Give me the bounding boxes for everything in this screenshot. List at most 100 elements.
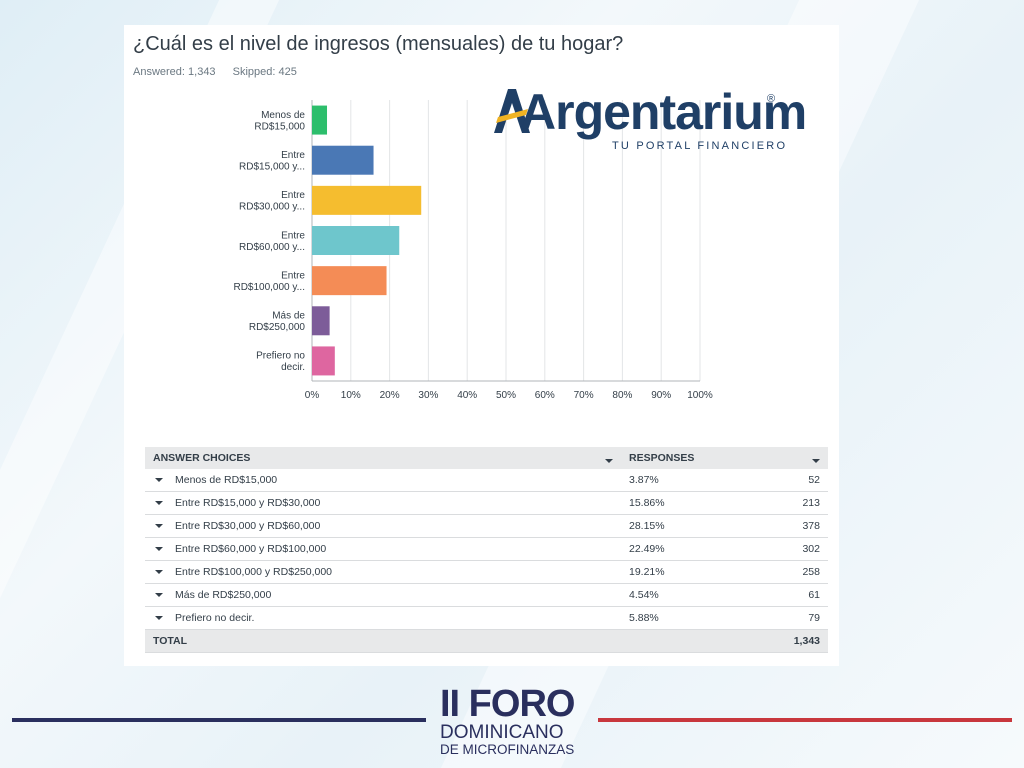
header-responses[interactable]: RESPONSES [621, 447, 828, 469]
total-row: TOTAL 1,343 [145, 629, 828, 653]
y-category-label: Entre [281, 230, 305, 241]
answer-choice: Entre RD$30,000 y RD$60,000 [145, 514, 621, 538]
brand-mark-icon [494, 89, 530, 133]
response-count: 213 [734, 491, 828, 515]
response-percent: 19.21% [621, 560, 735, 584]
y-category-label: Entre [281, 150, 305, 161]
expand-caret-icon[interactable] [155, 478, 163, 483]
table-row: Entre RD$100,000 y RD$250,000 19.21% 258 [145, 560, 828, 584]
total-count: 1,343 [734, 629, 828, 653]
expand-caret-icon[interactable] [155, 547, 163, 552]
y-category-label: RD$100,000 y... [233, 282, 305, 293]
response-count: 52 [734, 469, 828, 492]
table-header-row: ANSWER CHOICES RESPONSES [145, 447, 828, 469]
sort-caret-icon[interactable] [812, 459, 820, 463]
argentarium-logo: Argentarium ® TU PORTAL FINANCIERO [492, 83, 807, 158]
response-percent: 28.15% [621, 514, 735, 538]
table-row: Menos de RD$15,000 3.87% 52 [145, 469, 828, 492]
total-label: TOTAL [145, 629, 621, 653]
header-answer-choices[interactable]: ANSWER CHOICES [145, 447, 621, 469]
x-tick-label: 20% [380, 390, 400, 401]
y-category-label: Prefiero no [256, 351, 305, 362]
expand-caret-icon[interactable] [155, 501, 163, 506]
footer-line-left [12, 718, 426, 722]
foro-logo: II FORO DOMINICANO DE MICROFINANZAS [430, 684, 595, 764]
brand-tagline: TU PORTAL FINANCIERO [612, 140, 788, 152]
answer-choice: Prefiero no decir. [145, 606, 621, 630]
expand-caret-icon[interactable] [155, 616, 163, 621]
y-category-label: RD$15,000 [254, 121, 305, 132]
bar [312, 226, 400, 255]
bar [312, 185, 422, 215]
sort-caret-icon[interactable] [605, 459, 613, 463]
response-percent: 22.49% [621, 537, 735, 561]
y-category-label: RD$30,000 y... [239, 202, 305, 213]
response-count: 302 [734, 537, 828, 561]
y-category-label: Más de [272, 311, 305, 322]
response-count: 79 [734, 606, 828, 630]
y-category-label: Entre [281, 270, 305, 281]
header-label: ANSWER CHOICES [153, 452, 251, 464]
bar [312, 306, 330, 336]
responses-table: ANSWER CHOICES RESPONSES Menos de RD$15,… [145, 447, 828, 653]
x-tick-label: 90% [651, 390, 671, 401]
x-tick-label: 10% [341, 390, 361, 401]
brand-name: Argentarium [520, 84, 807, 140]
bar [312, 346, 335, 376]
answer-choice-label: Entre RD$60,000 y RD$100,000 [175, 543, 327, 555]
answer-choice-label: Prefiero no decir. [175, 612, 255, 624]
bar [312, 105, 328, 135]
answer-choice-label: Entre RD$100,000 y RD$250,000 [175, 566, 333, 578]
foro-subtitle-line1: DOMINICANO [440, 722, 564, 743]
y-category-label: RD$60,000 y... [239, 242, 305, 253]
response-percent: 3.87% [621, 469, 735, 492]
x-tick-label: 60% [535, 390, 555, 401]
bar [312, 145, 374, 175]
x-tick-label: 40% [457, 390, 477, 401]
answer-choice: Entre RD$15,000 y RD$30,000 [145, 491, 621, 515]
response-percent: 4.54% [621, 583, 735, 607]
y-category-label: decir. [281, 362, 305, 373]
answer-choice: Entre RD$60,000 y RD$100,000 [145, 537, 621, 561]
brand-registered-mark: ® [767, 93, 776, 105]
response-percent: 5.88% [621, 606, 735, 630]
table-row: Prefiero no decir. 5.88% 79 [145, 606, 828, 630]
x-tick-label: 100% [687, 390, 713, 401]
x-tick-label: 70% [574, 390, 594, 401]
response-count: 61 [734, 583, 828, 607]
x-tick-label: 0% [305, 390, 320, 401]
header-label: RESPONSES [629, 452, 695, 464]
x-tick-label: 30% [418, 390, 438, 401]
response-count: 258 [734, 560, 828, 584]
answer-choice: Entre RD$100,000 y RD$250,000 [145, 560, 621, 584]
expand-caret-icon[interactable] [155, 570, 163, 575]
answer-choice-label: Más de RD$250,000 [175, 589, 272, 601]
bar-chart: 0% 10% 20% 30% 40% 50% 60% 70% 80% 90% 100% Menos d… [233, 100, 713, 401]
bar [312, 266, 387, 296]
answer-choice-label: Menos de RD$15,000 [175, 474, 278, 486]
expand-caret-icon[interactable] [155, 593, 163, 598]
survey-panel: ¿Cuál es el nivel de ingresos (mensuales… [124, 25, 839, 666]
foro-subtitle-line2: DE MICROFINANZAS [440, 742, 575, 757]
x-tick-label: 80% [612, 390, 632, 401]
response-percent: 15.86% [621, 491, 735, 515]
table-row: Más de RD$250,000 4.54% 61 [145, 583, 828, 607]
question-title: ¿Cuál es el nivel de ingresos (mensuales… [133, 33, 624, 55]
y-category-label: Menos de [261, 110, 305, 121]
x-tick-label: 50% [496, 390, 516, 401]
skipped-count: Skipped: 425 [232, 66, 297, 78]
y-category-label: RD$15,000 y... [239, 161, 305, 172]
answer-choice-label: Entre RD$15,000 y RD$30,000 [175, 497, 321, 509]
expand-caret-icon[interactable] [155, 524, 163, 529]
footer-line-right [598, 718, 1012, 722]
y-category-label: RD$250,000 [249, 322, 306, 333]
table-row: Entre RD$15,000 y RD$30,000 15.86% 213 [145, 491, 828, 515]
response-count: 378 [734, 514, 828, 538]
table-row: Entre RD$60,000 y RD$100,000 22.49% 302 [145, 537, 828, 561]
table-row: Entre RD$30,000 y RD$60,000 28.15% 378 [145, 514, 828, 538]
y-category-label: Entre [281, 190, 305, 201]
response-meta: Answered: 1,343 Skipped: 425 [133, 66, 311, 78]
foro-title: II FORO [440, 683, 575, 725]
answer-choice: Menos de RD$15,000 [145, 469, 621, 492]
answered-count: Answered: 1,343 [133, 66, 216, 78]
